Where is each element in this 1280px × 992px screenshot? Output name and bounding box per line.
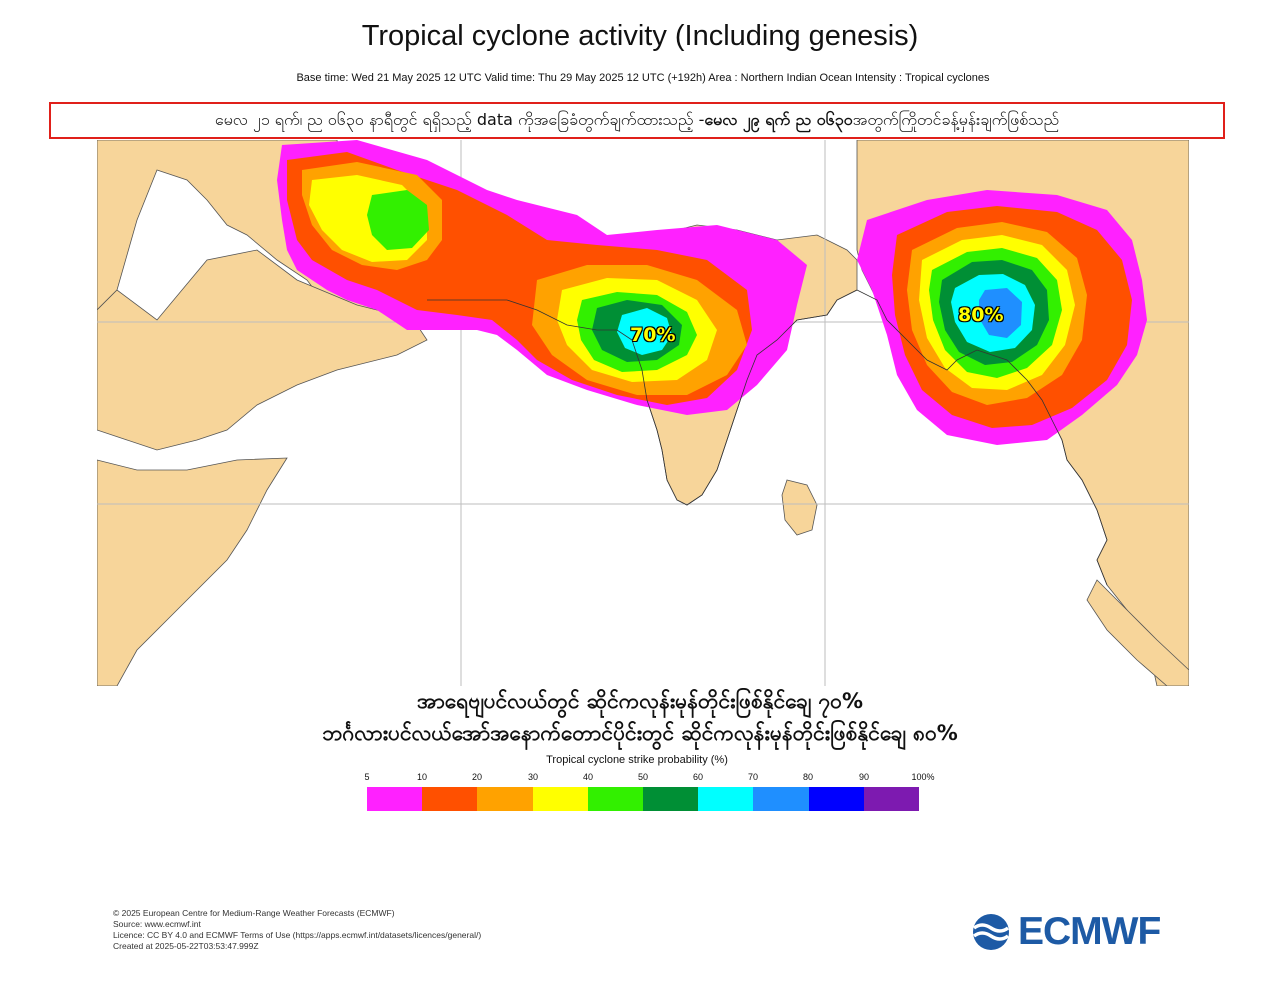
ecmwf-logo-text: ECMWF — [1018, 910, 1161, 953]
colorbar-segment — [863, 787, 919, 811]
credits-line: © 2025 European Centre for Medium-Range … — [113, 908, 395, 918]
credits-line: Created at 2025-05-22T03:53:47.999Z — [113, 941, 259, 951]
colorbar-tick: 100% — [911, 772, 935, 782]
bay-of-bengal-summary: ဘင်္ဂလားပင်လယ်အော်အနောက်တောင်ပိုင်းတွင် … — [322, 721, 958, 745]
ecmwf-logo: ECMWF — [968, 910, 1161, 954]
colorbar-tick: 50 — [637, 772, 649, 782]
bay-of-bengal-peak-label: 80% — [958, 304, 1004, 326]
notice-text-part1: မေလ ၂၁ ရက်၊ ည ၀၆၃၀ နာရီတွင် ရရှိသည့် dat… — [214, 109, 705, 129]
arabian-sea-summary: အာရေဗျပင်လယ်တွင် ဆိုင်ကလုန်းမုန်တိုင်းဖြ… — [416, 689, 863, 713]
colorbar-tick: 20 — [471, 772, 483, 782]
notice-text-part3: အတွက်ကြိုတင်ခန့်မှန်းချက်ဖြစ်သည် — [852, 109, 1060, 129]
coastline-overlay — [427, 289, 1108, 586]
ecmwf-logo-icon — [972, 914, 1010, 950]
colorbar-segment — [367, 787, 423, 811]
colorbar-segment — [698, 787, 754, 811]
arabian-sea-peak-label: 70% — [630, 324, 676, 346]
credits-block: © 2025 European Centre for Medium-Range … — [113, 908, 481, 952]
arabian-sea-probability-field — [277, 140, 807, 415]
colorbar — [367, 787, 919, 811]
chart-title: Tropical cyclone activity (Including gen… — [361, 20, 919, 52]
colorbar-ticks: 5 10 20 30 40 50 60 70 80 90 100% — [0, 772, 1280, 786]
colorbar-segment — [477, 787, 533, 811]
colorbar-tick: 5 — [364, 772, 370, 782]
colorbar-tick: 40 — [582, 772, 594, 782]
credits-line: Licence: CC BY 4.0 and ECMWF Terms of Us… — [113, 930, 482, 940]
colorbar-tick: 30 — [527, 772, 539, 782]
forecast-notice-box: မေလ ၂၁ ရက်၊ ည ၀၆၃၀ နာရီတွင် ရရှိသည့် dat… — [49, 102, 1225, 139]
probability-map: 70% 80% — [97, 140, 1189, 686]
bay-of-bengal-probability-field — [857, 190, 1147, 445]
colorbar-tick: 10 — [416, 772, 428, 782]
credits-line: Source: www.ecmwf.int — [113, 919, 201, 929]
chart-subtitle: Base time: Wed 21 May 2025 12 UTC Valid … — [296, 72, 990, 84]
colorbar-segment — [532, 787, 588, 811]
notice-text-bold: မေလ ၂၉ ရက် ည ၀၆၃၀ — [704, 109, 853, 129]
colorbar-segment — [422, 787, 478, 811]
colorbar-tick: 80 — [802, 772, 814, 782]
colorbar-tick: 90 — [858, 772, 870, 782]
colorbar-segment — [753, 787, 809, 811]
colorbar-tick: 60 — [692, 772, 704, 782]
colorbar-title: Tropical cyclone strike probability (%) — [546, 754, 728, 766]
colorbar-segment — [808, 787, 864, 811]
colorbar-segment — [587, 787, 643, 811]
colorbar-segment — [642, 787, 699, 811]
colorbar-tick: 70 — [747, 772, 759, 782]
